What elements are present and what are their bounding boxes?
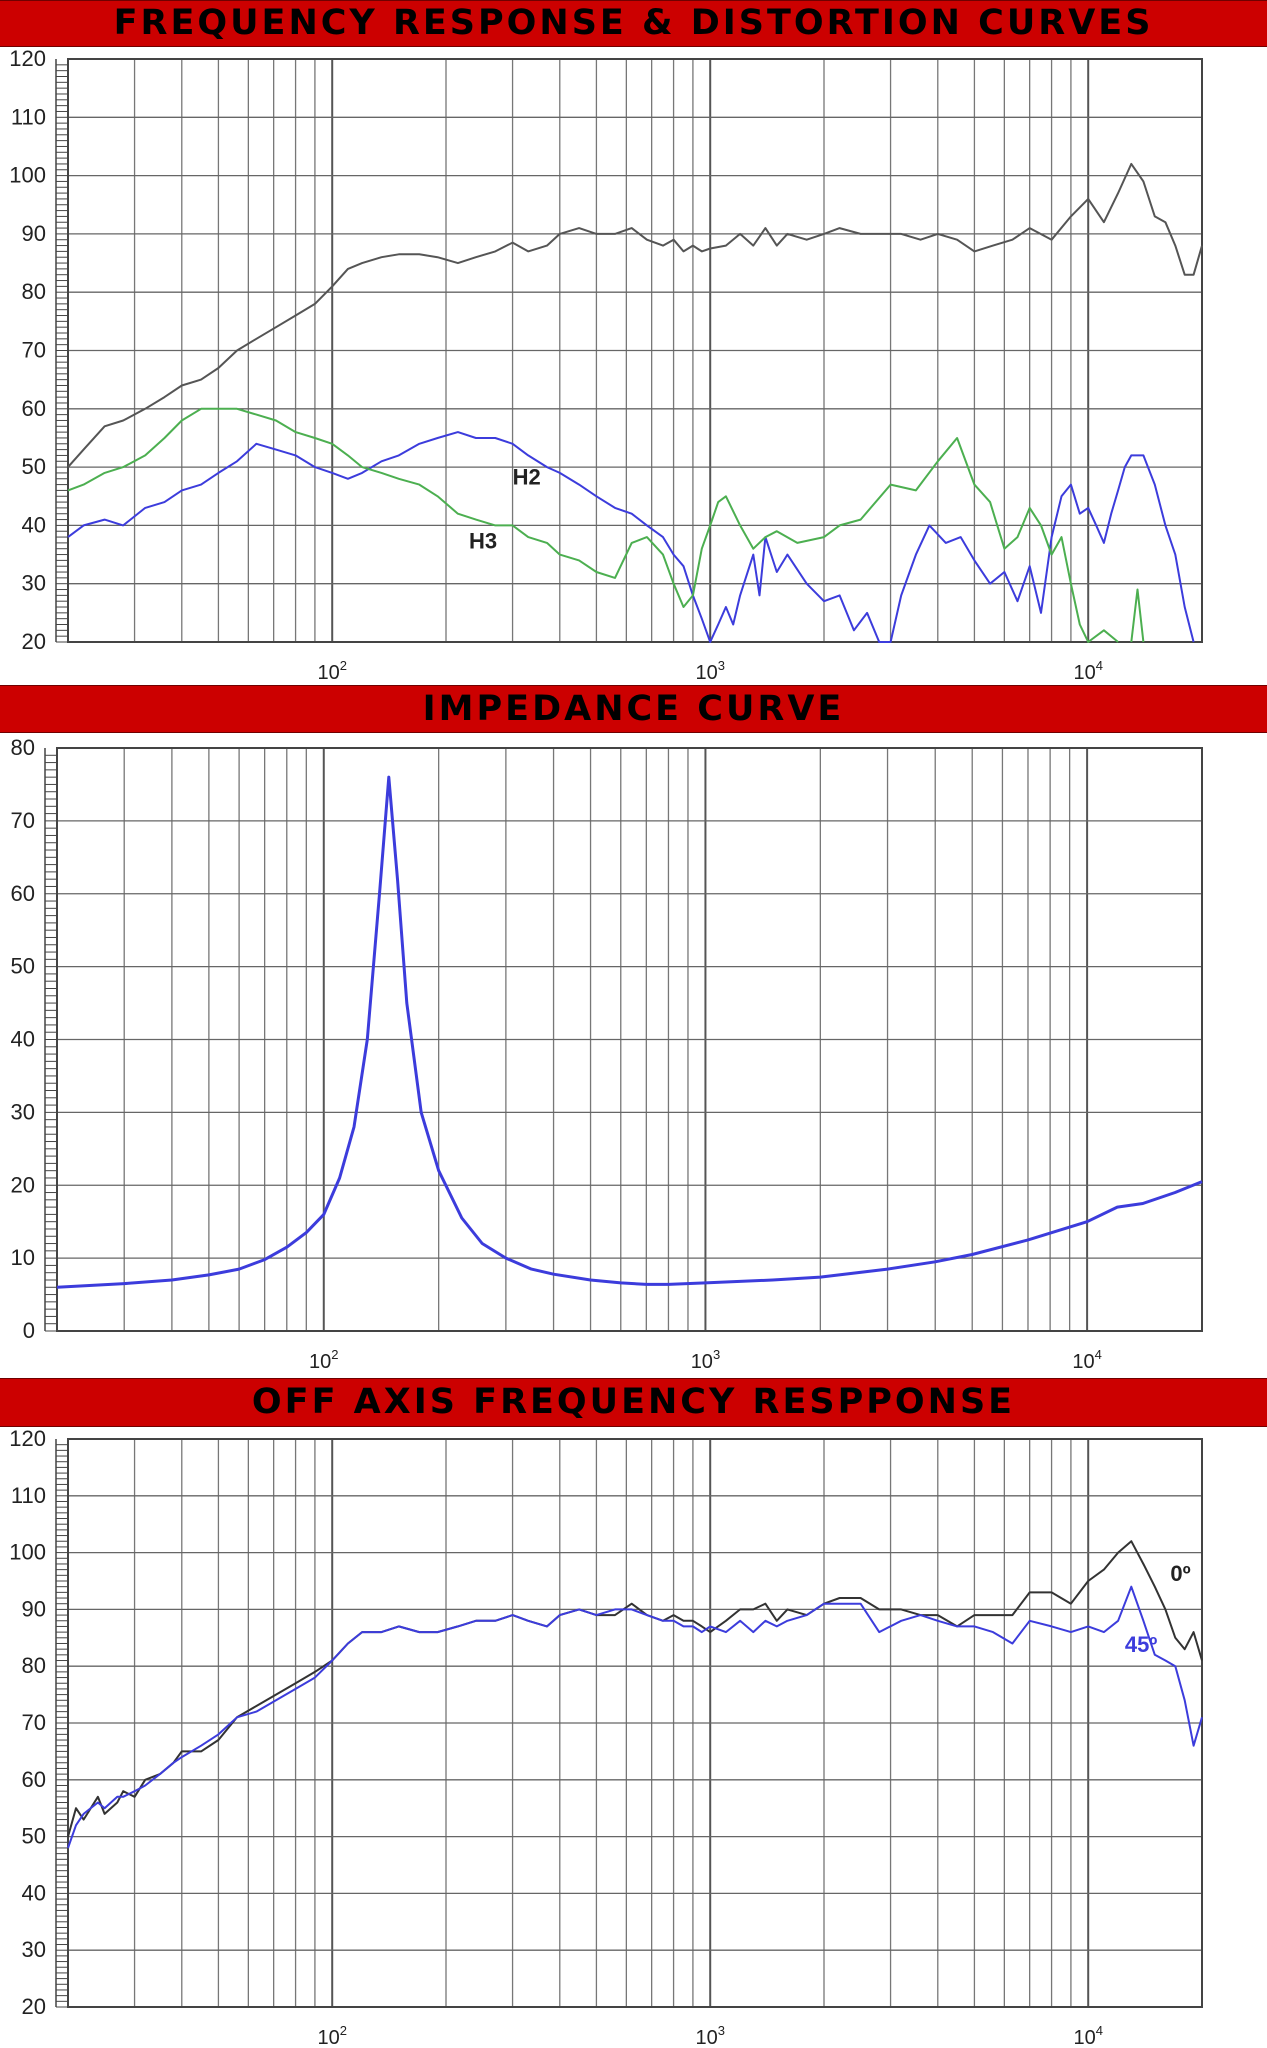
y-tick-label: 90 [22, 1596, 46, 1621]
y-tick-label: 0 [23, 1318, 35, 1343]
y-tick-label: 40 [11, 1027, 35, 1052]
y-tick-label: 100 [9, 1540, 46, 1565]
panel-banner: IMPEDANCE CURVE [0, 685, 1267, 733]
y-tick-label: 40 [22, 512, 46, 537]
panel-banner: FREQUENCY RESPONSE & DISTORTION CURVES [0, 0, 1267, 47]
y-tick-label: 10 [11, 1245, 35, 1270]
x-tick-label: 103 [695, 658, 724, 684]
curve-annotation: H2 [513, 465, 541, 490]
panel-title: OFF AXIS FREQUENCY RESPPONSE [251, 1382, 1016, 1422]
y-tick-label: 70 [22, 1710, 46, 1735]
y-tick-label: 70 [11, 808, 35, 833]
y-tick-label: 100 [9, 163, 46, 188]
y-tick-label: 80 [22, 1653, 46, 1678]
x-tick-label: 102 [317, 2023, 346, 2048]
x-tick-label: 104 [1073, 2023, 1102, 2048]
grid [55, 58, 1202, 643]
x-tick-label: 103 [691, 1347, 720, 1373]
x-tick-label: 103 [695, 2023, 724, 2048]
y-tick-label: 60 [22, 1767, 46, 1792]
impedance-panel: IMPEDANCE CURVE 0 10 20 30 40 50 60 70 80 102 103 1… [0, 685, 1267, 1375]
x-tick-label: 102 [309, 1347, 338, 1373]
y-tick-label: 50 [22, 1824, 46, 1849]
series-line [67, 431, 1195, 643]
panel-banner: OFF AXIS FREQUENCY RESPPONSE [0, 1378, 1267, 1427]
y-tick-label: 30 [22, 1937, 46, 1962]
y-tick-label: 80 [11, 735, 35, 760]
y-tick-label: 40 [22, 1880, 46, 1905]
y-tick-label: 20 [22, 1994, 46, 2019]
y-tick-label: 120 [9, 46, 46, 71]
curve-annotation: 45º [1125, 1632, 1158, 1657]
y-tick-label: 110 [11, 1483, 46, 1508]
off-axis-panel: OFF AXIS FREQUENCY RESPPONSE 20 30 40 50 60 7… [0, 1375, 1267, 2048]
plot-frame [67, 1438, 1203, 2008]
y-tick-label: 50 [22, 454, 46, 479]
y-tick-label: 60 [11, 881, 35, 906]
y-tick-label: 70 [22, 338, 46, 363]
series-line [67, 1585, 1203, 1849]
series-line [67, 162, 1203, 468]
panel-title: FREQUENCY RESPONSE & DISTORTION CURVES [113, 3, 1154, 43]
plot-frame [56, 747, 1203, 1332]
x-tick-label: 102 [317, 658, 346, 684]
y-tick-label: 110 [11, 104, 46, 129]
series-line [1130, 588, 1145, 643]
off-axis-chart: 20 30 40 50 60 70 80 90 100 110 120 102 103 104 0º 45º [9, 1426, 1203, 2048]
grid [55, 1438, 1202, 2008]
series-line [56, 775, 1203, 1289]
series-line [67, 407, 1119, 643]
y-tick-label: 30 [22, 571, 46, 596]
panel-title: IMPEDANCE CURVE [422, 689, 845, 729]
y-tick-label: 60 [22, 396, 46, 421]
x-tick-label: 104 [1072, 1347, 1101, 1373]
y-tick-label: 80 [22, 279, 46, 304]
y-tick-label: 90 [22, 221, 46, 246]
y-tick-label: 50 [11, 954, 35, 979]
grid [44, 747, 1202, 1332]
frequency-distortion-chart: 20 30 40 50 60 70 80 90 100 110 120 102 103 104 H2 H3 [9, 46, 1203, 684]
y-tick-label: 20 [22, 629, 46, 654]
curve-annotation: H3 [469, 529, 497, 554]
series-line [67, 1540, 1203, 1837]
frequency-distortion-panel: FREQUENCY RESPONSE & DISTORTION CURVES 2… [0, 0, 1267, 685]
impedance-chart: 0 10 20 30 40 50 60 70 80 102 103 104 [11, 735, 1203, 1373]
plot-frame [67, 58, 1203, 643]
y-tick-label: 30 [11, 1099, 35, 1124]
x-tick-label: 104 [1073, 658, 1102, 684]
curve-annotation: 0º [1170, 1561, 1190, 1586]
y-tick-label: 20 [11, 1172, 35, 1197]
y-tick-label: 120 [9, 1426, 46, 1451]
